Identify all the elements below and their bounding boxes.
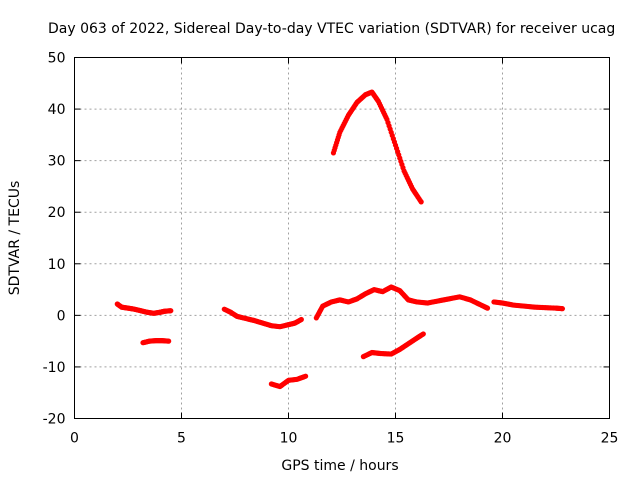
x-tick-label: 10 [280, 431, 298, 447]
data-point [418, 199, 424, 205]
x-tick-label: 15 [387, 431, 405, 447]
y-tick-label: 40 [48, 102, 66, 118]
y-tick-label: -10 [43, 360, 66, 376]
y-tick-label: 10 [48, 257, 66, 273]
chart-title: Day 063 of 2022, Sidereal Day-to-day VTE… [48, 21, 615, 37]
x-tick-label: 25 [601, 431, 619, 447]
data-points [114, 89, 566, 390]
series-arc-2 [140, 338, 172, 346]
data-point [168, 308, 174, 314]
data-point [298, 316, 304, 323]
x-tick-label: 20 [494, 431, 512, 447]
grid [74, 57, 610, 419]
y-tick-label: -20 [43, 412, 66, 428]
series-arc-7 [360, 331, 426, 360]
plot-frame [74, 57, 610, 419]
y-tick-label: 0 [57, 308, 66, 324]
series-arc-1 [114, 301, 174, 316]
y-axis-label: SDTVAR / TECUs [7, 181, 23, 296]
series-arc-4 [268, 373, 309, 390]
series-arc-6 [330, 89, 424, 205]
data-point [484, 305, 491, 311]
series-arc-3 [221, 306, 304, 330]
data-point [303, 373, 309, 379]
series-arc-8 [491, 299, 566, 312]
x-axis-label: GPS time / hours [281, 458, 398, 474]
x-tick-label: 0 [70, 431, 79, 447]
y-tick-label: 50 [48, 51, 66, 67]
series-arc-5 [313, 284, 491, 321]
data-point [420, 331, 426, 337]
data-point [166, 338, 172, 344]
x-tick-label: 5 [177, 431, 186, 447]
y-axis-ticks: 50 40 30 20 10 0 -10 -20 [43, 51, 610, 428]
data-point [559, 306, 566, 312]
y-tick-label: 30 [48, 154, 66, 170]
x-axis-ticks: 0 5 10 15 20 25 [70, 57, 619, 447]
y-tick-label: 20 [48, 205, 66, 221]
